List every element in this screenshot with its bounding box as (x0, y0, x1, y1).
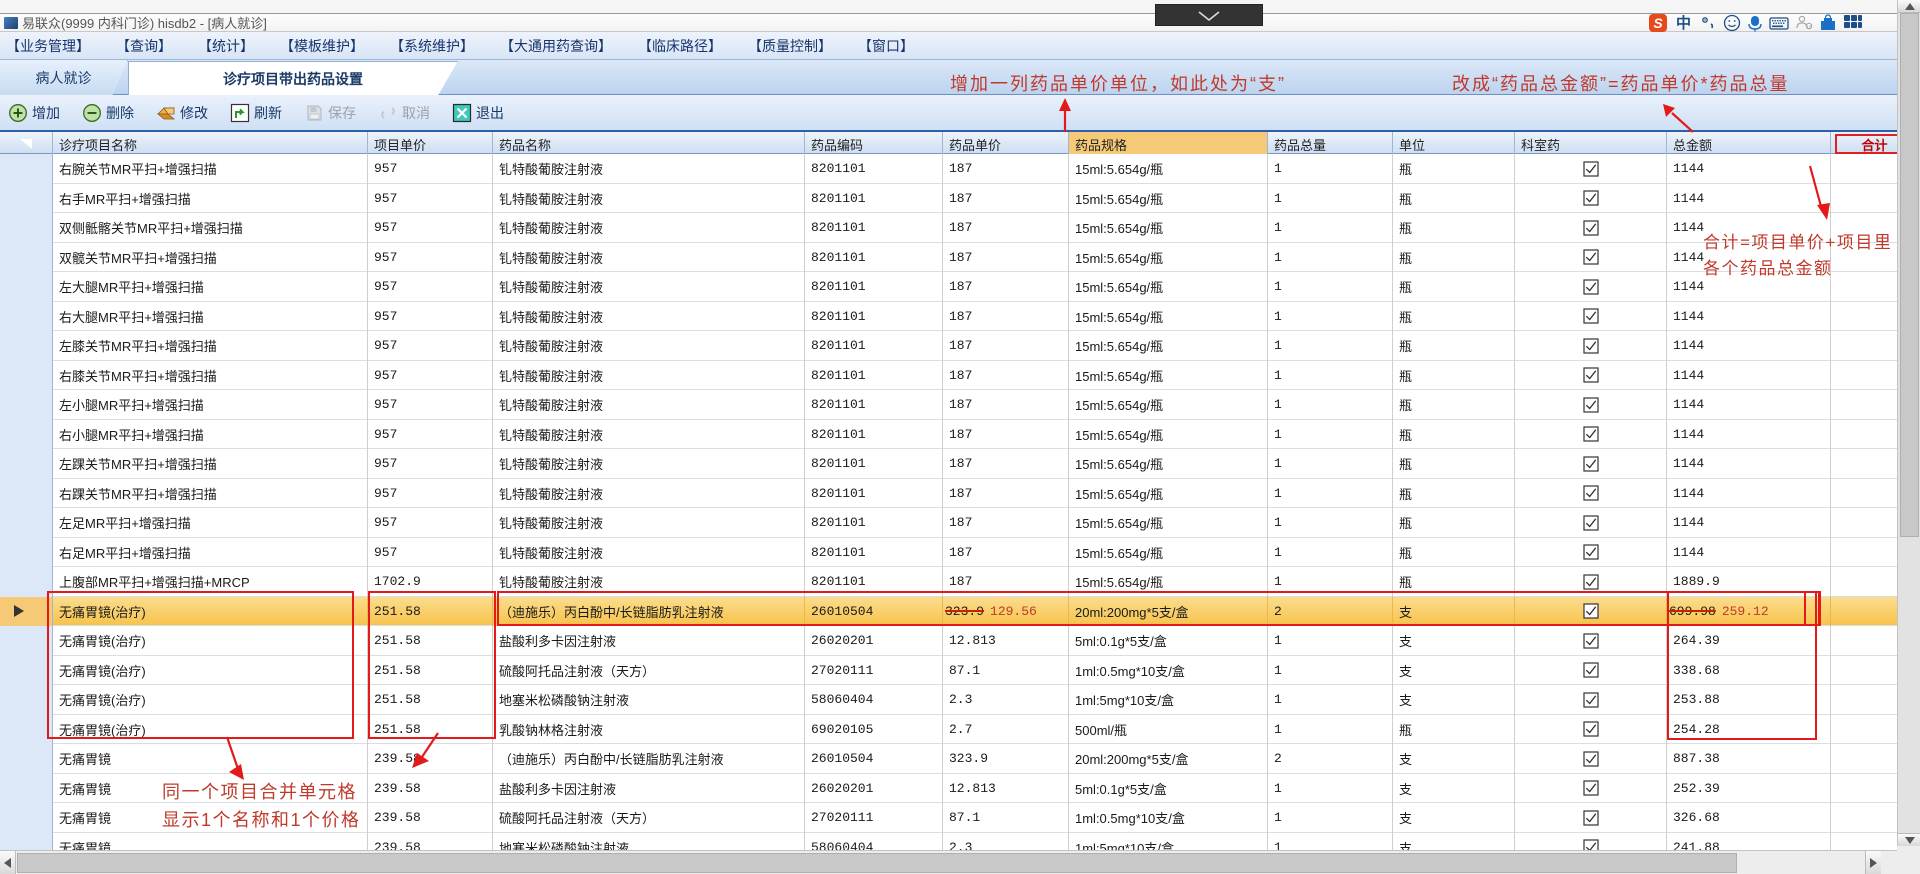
svg-text:中: 中 (1676, 14, 1691, 32)
svg-text:S: S (1653, 15, 1663, 31)
svg-text:15: 15 (1806, 25, 1812, 30)
